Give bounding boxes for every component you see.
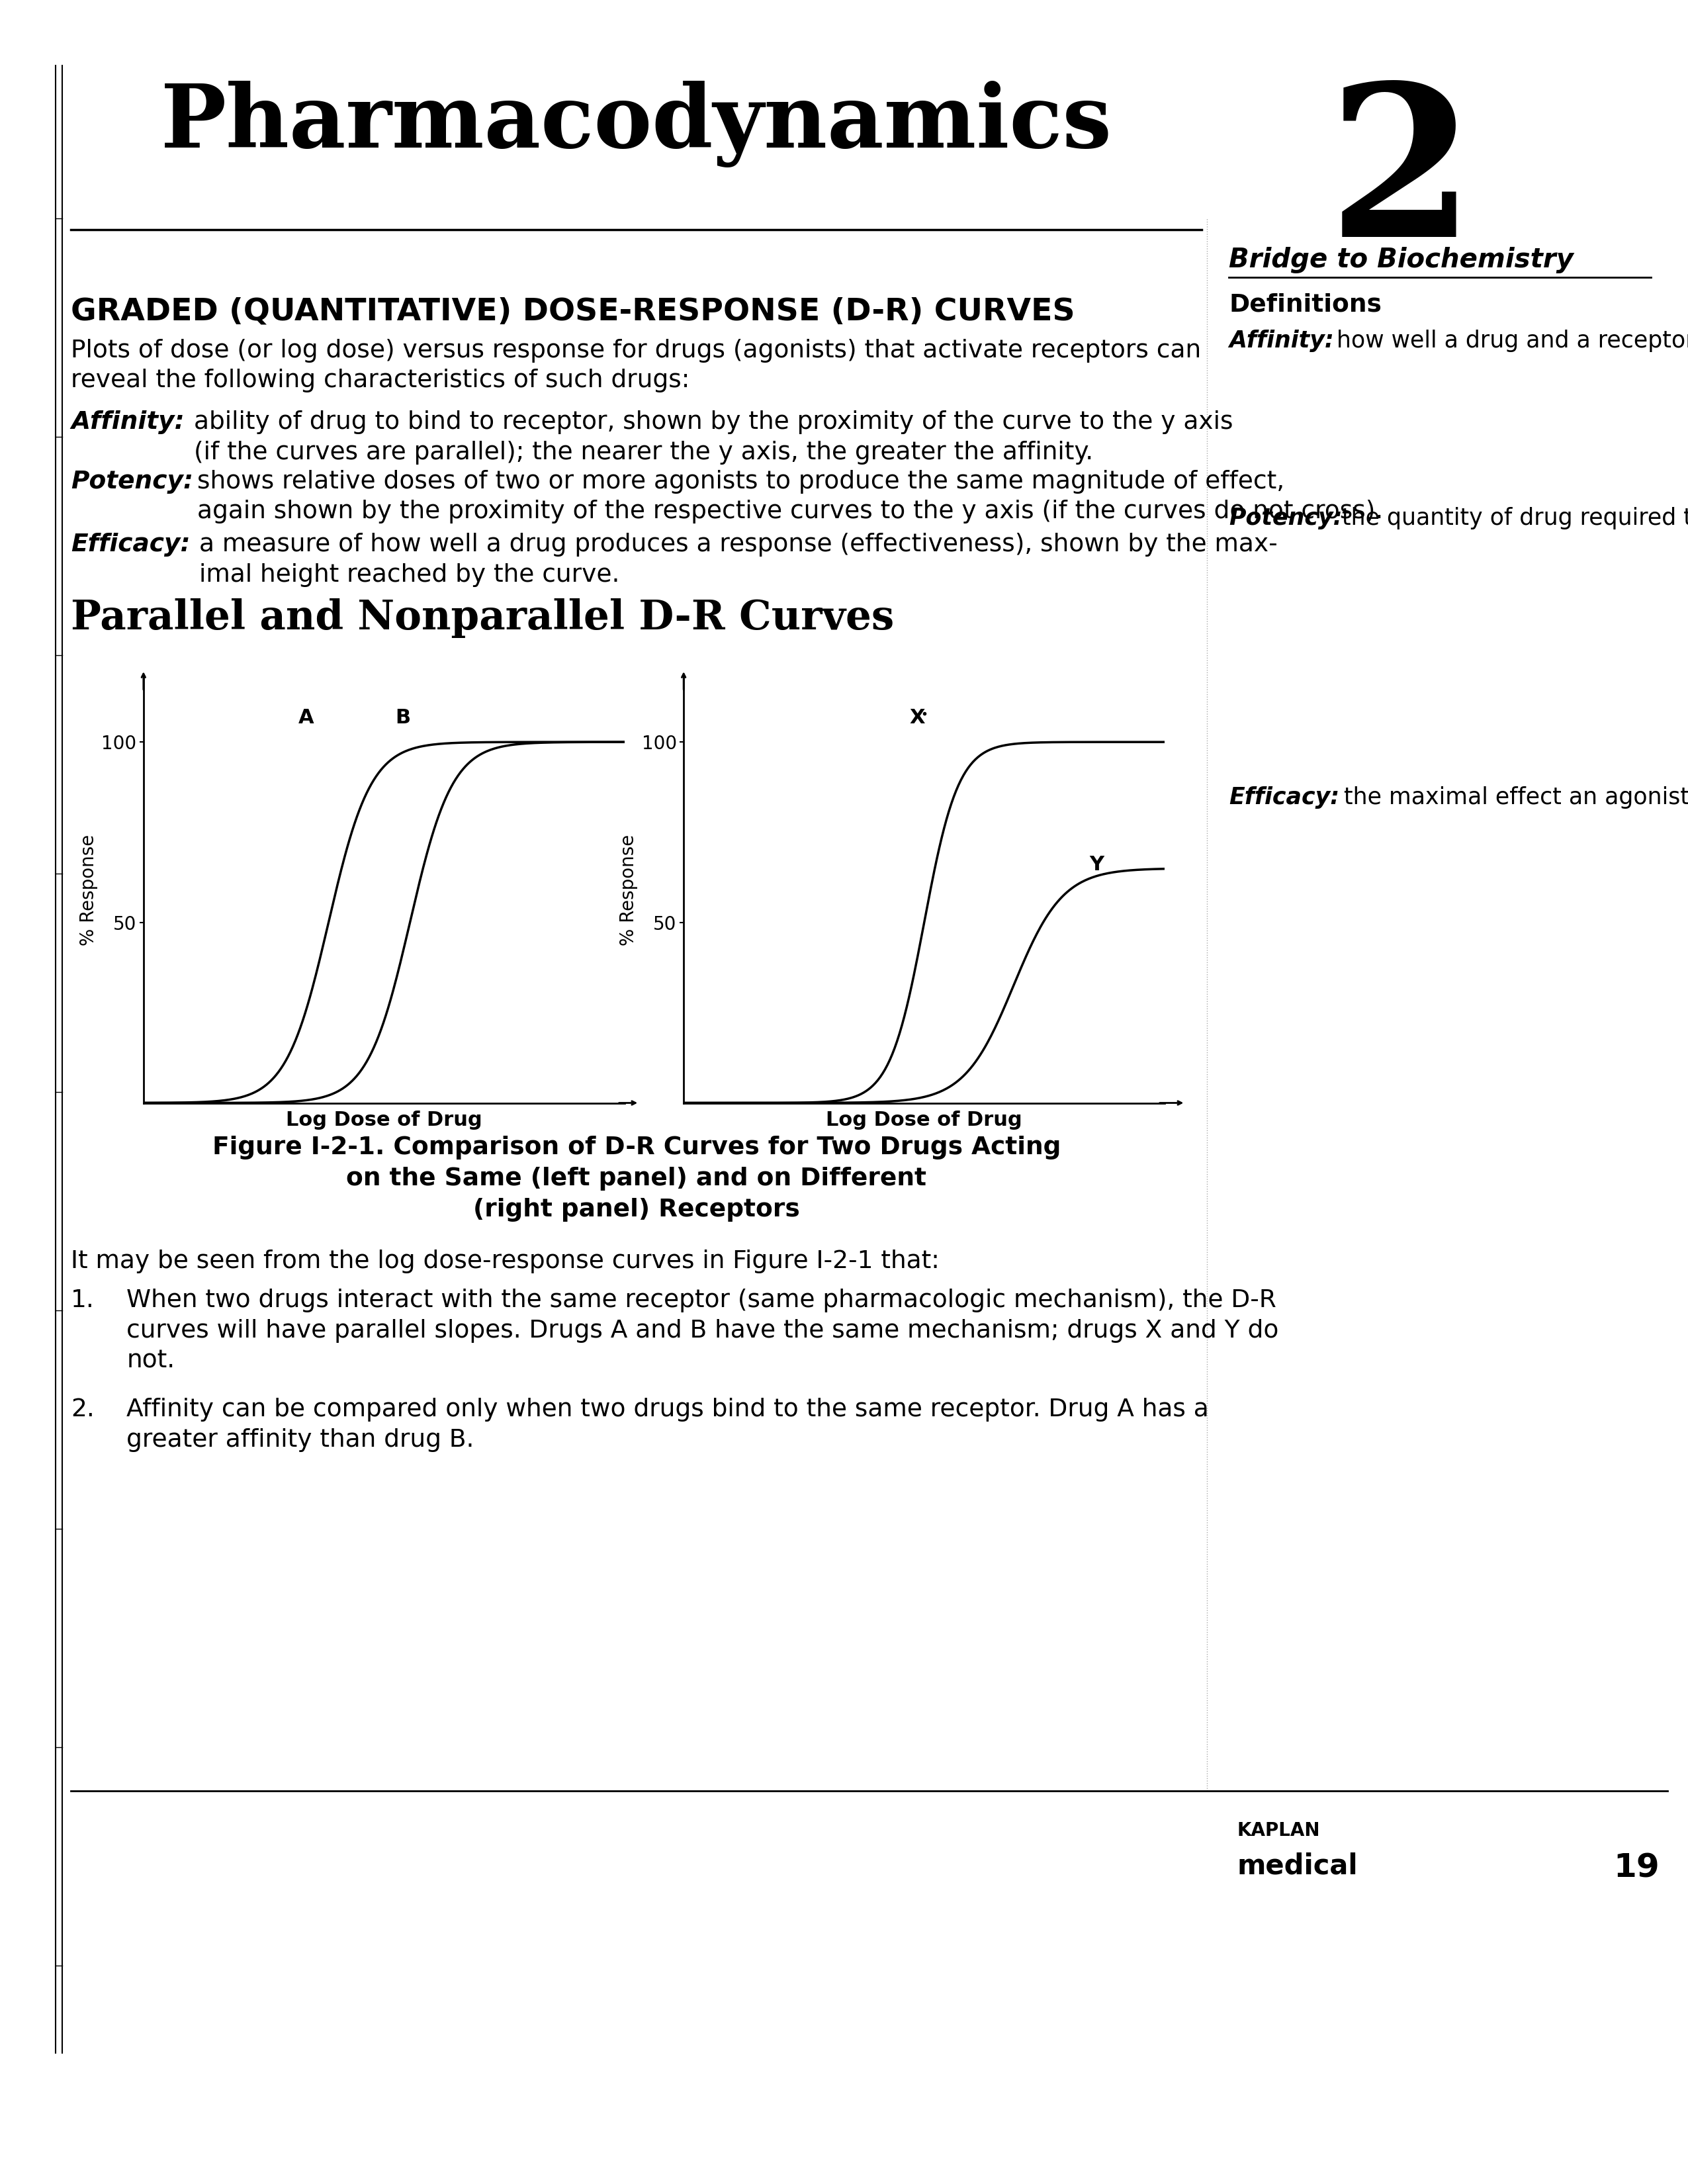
Text: how well a drug and a receptor recognize each other. Notice the analogy to the K: how well a drug and a receptor recognize… (1337, 330, 1688, 352)
Text: the maximal effect an agonist can achieve at the highest practical concentration: the maximal effect an agonist can achiev… (1344, 786, 1688, 808)
Text: Plots of dose (or log dose) versus response for drugs (agonists) that activate r: Plots of dose (or log dose) versus respo… (71, 339, 1202, 393)
Text: the quantity of drug required to achieve a desired effect. In D-R measurements, : the quantity of drug required to achieve… (1342, 507, 1688, 529)
Text: Parallel and Nonparallel D-R Curves: Parallel and Nonparallel D-R Curves (71, 598, 895, 638)
Text: 19: 19 (1614, 1852, 1659, 1885)
Text: 2: 2 (1327, 76, 1475, 280)
Y-axis label: % Response: % Response (619, 834, 638, 946)
Text: a measure of how well a drug produces a response (effectiveness), shown by the m: a measure of how well a drug produces a … (199, 533, 1278, 587)
Text: GRADED (QUANTITATIVE) DOSE-RESPONSE (D-R) CURVES: GRADED (QUANTITATIVE) DOSE-RESPONSE (D-R… (71, 297, 1075, 328)
Text: 1.: 1. (71, 1289, 95, 1313)
Text: ability of drug to bind to receptor, shown by the proximity of the curve to the : ability of drug to bind to receptor, sho… (194, 411, 1234, 465)
Text: Efficacy:: Efficacy: (71, 533, 191, 557)
Text: medical: medical (1237, 1852, 1359, 1880)
X-axis label: Log Dose of Drug: Log Dose of Drug (825, 1109, 1023, 1129)
Text: B: B (395, 708, 410, 727)
Text: Y: Y (1089, 856, 1104, 874)
Text: Affinity:: Affinity: (71, 411, 184, 435)
Text: It may be seen from the log dose-response curves in Figure I-2-1 that:: It may be seen from the log dose-respons… (71, 1249, 940, 1273)
Text: Bridge to Biochemistry: Bridge to Biochemistry (1229, 247, 1573, 273)
Text: Affinity:: Affinity: (1229, 330, 1334, 352)
Text: Affinity can be compared only when two drugs bind to the same receptor. Drug A h: Affinity can be compared only when two d… (127, 1398, 1209, 1452)
Text: Potency:: Potency: (71, 470, 194, 494)
Text: When two drugs interact with the same receptor (same pharmacologic mechanism), t: When two drugs interact with the same re… (127, 1289, 1280, 1374)
Text: 2.: 2. (71, 1398, 95, 1422)
Text: shows relative doses of two or more agonists to produce the same magnitude of ef: shows relative doses of two or more agon… (197, 470, 1384, 524)
Text: KAPLAN: KAPLAN (1237, 1821, 1320, 1839)
X-axis label: Log Dose of Drug: Log Dose of Drug (285, 1109, 483, 1129)
Text: Figure I-2-1. Comparison of D-R Curves for Two Drugs Acting
on the Same (left pa: Figure I-2-1. Comparison of D-R Curves f… (213, 1136, 1060, 1223)
Text: Efficacy:: Efficacy: (1229, 786, 1340, 808)
Text: A: A (299, 708, 314, 727)
Text: X: X (910, 708, 925, 727)
Text: Potency:: Potency: (1229, 507, 1342, 529)
Text: Definitions: Definitions (1229, 293, 1382, 317)
Y-axis label: % Response: % Response (79, 834, 98, 946)
Text: Pharmacodynamics: Pharmacodynamics (160, 81, 1112, 168)
